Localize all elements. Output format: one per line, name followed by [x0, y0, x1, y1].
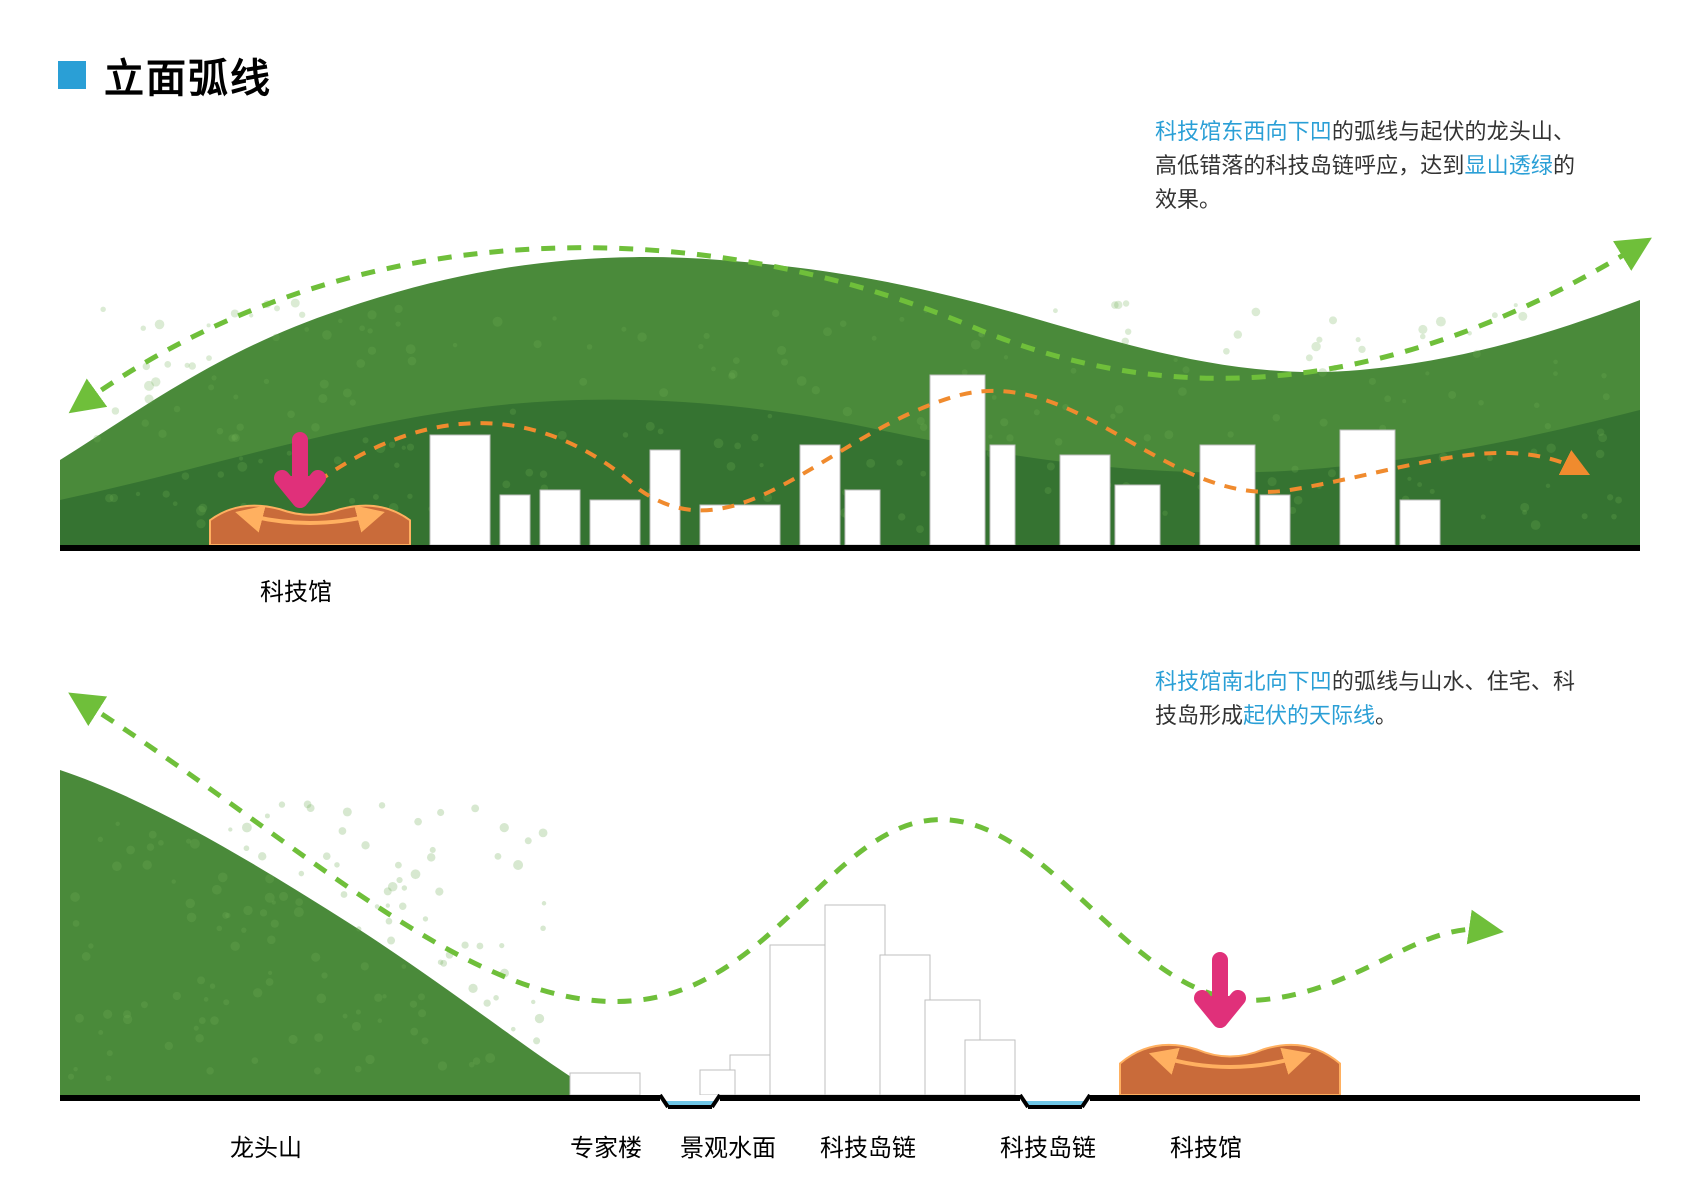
top-museum-label: 科技馆: [260, 572, 332, 607]
bottom-label: 龙头山: [230, 1128, 302, 1163]
bottom-label: 科技馆: [1170, 1128, 1242, 1163]
bottom-section-diagram: [0, 0, 1700, 1202]
bottom-label: 专家楼: [570, 1128, 642, 1163]
bottom-label: 科技岛链: [1000, 1128, 1096, 1163]
bottom-label: 科技岛链: [820, 1128, 916, 1163]
bottom-label: 景观水面: [680, 1128, 776, 1163]
